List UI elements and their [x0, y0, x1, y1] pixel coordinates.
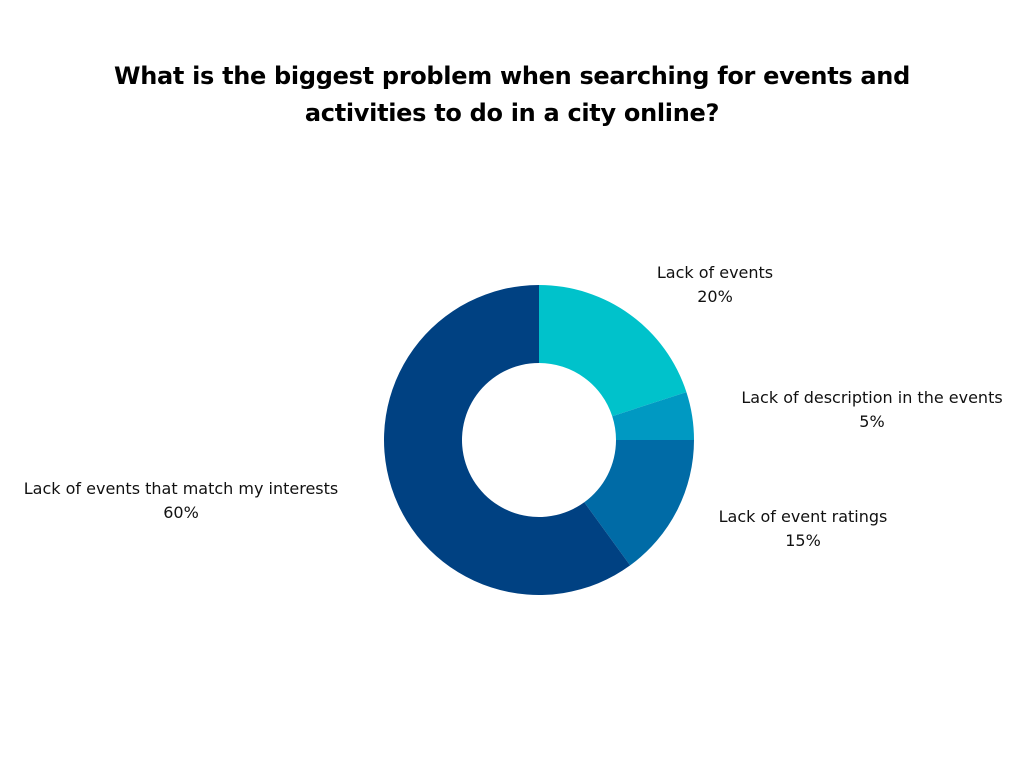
- slice-value-label-3: 15%: [785, 531, 821, 550]
- slice-value-label-1: 20%: [697, 287, 733, 306]
- slice-label-1: Lack of events: [657, 263, 773, 282]
- donut-slice-2: [612, 392, 694, 440]
- slice-label-4: Lack of events that match my interests: [24, 479, 339, 498]
- slice-label-3: Lack of event ratings: [719, 507, 888, 526]
- donut-slice-3: [584, 440, 694, 566]
- slice-labels: Lack of events 20% Lack of description in …: [24, 263, 1003, 550]
- donut-slice-4: [384, 285, 631, 595]
- chart-title: What is the biggest problem when searchi…: [114, 62, 910, 127]
- slice-value-label-2: 5%: [859, 412, 884, 431]
- donut-slices: [384, 285, 694, 595]
- slice-value-label-4: 60%: [163, 503, 199, 522]
- donut-slice-1: [539, 285, 687, 417]
- slice-label-2: Lack of description in the events: [741, 388, 1002, 407]
